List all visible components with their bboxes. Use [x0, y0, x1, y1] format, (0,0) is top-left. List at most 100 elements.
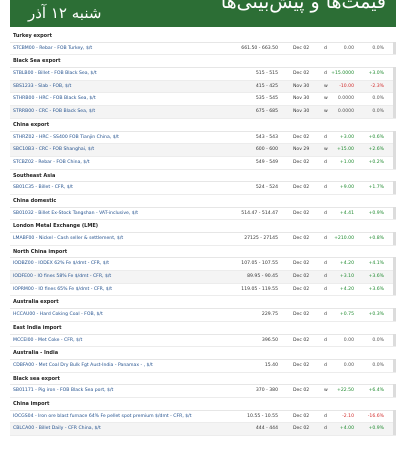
- price-range: 119.05 - 119.55: [241, 286, 278, 292]
- price-name-link[interactable]: SBS1233 - Slab - FOB, $/t: [13, 83, 72, 89]
- price-name-link[interactable]: STBLB00 - Billet - FOB Black Sea, $/t: [13, 71, 97, 77]
- price-frequency: d: [324, 134, 327, 140]
- price-frequency: d: [324, 362, 327, 368]
- row-scrollbar[interactable]: [393, 282, 396, 296]
- price-row[interactable]: SB01032 - Billet Ex-Stock Tangshan - VAT…: [10, 206, 396, 221]
- price-change-percent: +0.6%: [368, 134, 384, 140]
- price-name-link[interactable]: STHRB00 - HRC - FOB Black Sea, $/t: [13, 96, 96, 102]
- price-name-link[interactable]: HCCAU00 - Hard Coking Coal - FOB, $/t: [13, 312, 103, 318]
- price-change-percent: 0.0%: [372, 362, 384, 368]
- row-scrollbar[interactable]: [393, 155, 396, 169]
- price-change-percent: 0.0%: [372, 96, 384, 102]
- price-date: Dec 02: [293, 261, 310, 267]
- price-name-link[interactable]: CDBFA00 - Met Coal Dry Bulk Fgt Aust-Ind…: [13, 362, 153, 368]
- price-row[interactable]: IOCGS04 - Iron ore blast furnace 64% Fe …: [10, 409, 396, 424]
- price-name-link[interactable]: IOPRM00 - IO fines 65% Fe $/dmt - CFR, $…: [13, 286, 113, 292]
- price-change-percent: +4.1%: [368, 261, 384, 267]
- price-change-percent: +1.7%: [368, 185, 384, 191]
- row-scrollbar[interactable]: [393, 270, 396, 283]
- price-name-link[interactable]: IODBZ00 - IODEX 62% Fe $/dmt - CFR, $/t: [13, 261, 110, 267]
- price-name-link[interactable]: STCBM00 - Rebar - FOB Turkey, $/t: [13, 45, 93, 51]
- price-row[interactable]: STCBM00 - Rebar - FOB Turkey, $/t 661.50 …: [10, 41, 396, 56]
- row-scrollbar[interactable]: [393, 333, 396, 347]
- price-date: Nov 30: [293, 109, 310, 115]
- row-scrollbar[interactable]: [393, 232, 396, 245]
- price-name-link[interactable]: STRRB00 - CRC - FOB Black Sea, $/t: [13, 109, 96, 115]
- price-change: +4.00: [339, 426, 354, 432]
- price-row[interactable]: STCBZ02 - Rebar - FOB China, $/t 549 - 54…: [10, 155, 396, 170]
- price-frequency: d: [324, 71, 327, 77]
- price-date: Dec 02: [293, 337, 310, 343]
- price-name-link[interactable]: STHRZ02 - HRC - SS400 FOB Tianjin China,…: [13, 134, 119, 140]
- section-header: Australia export: [10, 296, 396, 310]
- row-scrollbar[interactable]: [393, 384, 396, 397]
- price-name-link[interactable]: SBC10B3 - CRC - FOB Shanghai, $/t: [13, 147, 95, 153]
- price-date: Dec 02: [293, 274, 310, 280]
- price-date: Nov 30: [293, 96, 310, 102]
- row-scrollbar[interactable]: [393, 79, 396, 93]
- price-row[interactable]: IODFE00 - IO fines 58% Fe $/dmt - CFR, $…: [10, 270, 396, 284]
- price-date: Dec 02: [293, 185, 310, 191]
- price-frequency: d: [324, 185, 327, 191]
- price-name-link[interactable]: LMABF00 - Nickel - Cash seller & settlem…: [13, 236, 124, 241]
- price-change: 0.0000: [337, 96, 354, 102]
- price-row[interactable]: STHRZ02 - HRC - SS400 FOB Tianjin China,…: [10, 130, 396, 145]
- price-date: Dec 02: [293, 388, 310, 394]
- price-name-link[interactable]: IOCGS04 - Iron ore blast furnace 64% Fe …: [13, 413, 192, 419]
- row-scrollbar[interactable]: [393, 67, 396, 80]
- price-date: Dec 02: [293, 413, 310, 419]
- price-row[interactable]: SBC10B3 - CRC - FOB Shanghai, $/t 600 - 6…: [10, 143, 396, 157]
- price-row[interactable]: IODBZ00 - IODEX 62% Fe $/dmt - CFR, $/t 1…: [10, 257, 396, 272]
- price-row[interactable]: SBS1233 - Slab - FOB, $/t 415 - 425 Nov 30…: [10, 79, 396, 94]
- price-name-link[interactable]: SB01C35 - Billet - CFR, $/t: [13, 185, 73, 191]
- row-scrollbar[interactable]: [393, 308, 396, 321]
- price-row[interactable]: HCCAU00 - Hard Coking Coal - FOB, $/t 229…: [10, 308, 396, 322]
- row-scrollbar[interactable]: [393, 409, 396, 423]
- price-frequency: d: [324, 413, 327, 419]
- price-change: +210.00: [334, 236, 354, 241]
- price-row[interactable]: SB01171 - Pig iron - FOB Black Sea port,…: [10, 384, 396, 398]
- price-range: 543 - 543: [255, 134, 278, 140]
- price-name-link[interactable]: MCCEI00 - Met Coke - CFR, $/t: [13, 337, 83, 343]
- price-row[interactable]: STHRB00 - HRC - FOB Black Sea, $/t 535 - …: [10, 92, 396, 107]
- price-name-link[interactable]: STCBZ02 - Rebar - FOB China, $/t: [13, 159, 90, 165]
- row-scrollbar[interactable]: [393, 41, 396, 55]
- price-name-link[interactable]: SB01032 - Billet Ex-Stock Tangshan - VAT…: [13, 210, 139, 216]
- row-scrollbar[interactable]: [393, 105, 396, 118]
- price-row[interactable]: CBLCA00 - Billet Daily - CFR China, $/t 4…: [10, 422, 396, 436]
- row-scrollbar[interactable]: [393, 143, 396, 156]
- price-change-percent: -16.6%: [367, 413, 384, 419]
- row-scrollbar[interactable]: [393, 422, 396, 435]
- price-change-percent: +0.9%: [368, 210, 384, 216]
- price-row[interactable]: MCCEI00 - Met Coke - CFR, $/t 396.50 Dec 0…: [10, 333, 396, 348]
- row-scrollbar[interactable]: [393, 257, 396, 271]
- price-name-link[interactable]: CBLCA00 - Billet Daily - CFR China, $/t: [13, 426, 101, 432]
- price-row[interactable]: SB01C35 - Billet - CFR, $/t 524 - 524 Dec …: [10, 181, 396, 195]
- price-date: Dec 02: [293, 71, 310, 77]
- row-scrollbar[interactable]: [393, 358, 396, 372]
- section-header: North China import: [10, 245, 396, 259]
- row-scrollbar[interactable]: [393, 92, 396, 106]
- price-date: Dec 02: [293, 159, 310, 165]
- price-range: 107.05 - 107.55: [241, 261, 278, 267]
- price-change: +0.75: [339, 312, 354, 318]
- row-scrollbar[interactable]: [393, 181, 396, 194]
- row-scrollbar[interactable]: [393, 206, 396, 220]
- price-row[interactable]: STRRB00 - CRC - FOB Black Sea, $/t 675 - …: [10, 105, 396, 119]
- price-range: 27125 - 27145: [244, 236, 278, 241]
- price-name-link[interactable]: IODFE00 - IO fines 58% Fe $/dmt - CFR, $…: [13, 274, 112, 280]
- price-row[interactable]: CDBFA00 - Met Coal Dry Bulk Fgt Aust-Ind…: [10, 358, 396, 373]
- price-change-percent: +0.9%: [368, 426, 384, 432]
- price-name-link[interactable]: SB01171 - Pig iron - FOB Black Sea port,…: [13, 388, 114, 394]
- price-row[interactable]: IOPRM00 - IO fines 65% Fe $/dmt - CFR, $…: [10, 282, 396, 297]
- price-date: Dec 02: [293, 286, 310, 292]
- banner-title: قیمت‌ها و پیش‌بینی‌ها: [220, 0, 386, 13]
- price-row[interactable]: STBLB00 - Billet - FOB Black Sea, $/t 515…: [10, 67, 396, 81]
- price-frequency: w: [324, 388, 328, 394]
- price-change-percent: +3.6%: [368, 286, 384, 292]
- row-scrollbar[interactable]: [393, 130, 396, 144]
- price-row[interactable]: LMABF00 - Nickel - Cash seller & settlem…: [10, 232, 396, 246]
- price-range: 396.50: [261, 337, 278, 343]
- price-date: Dec 02: [293, 426, 310, 432]
- price-change: +15.00: [336, 147, 354, 153]
